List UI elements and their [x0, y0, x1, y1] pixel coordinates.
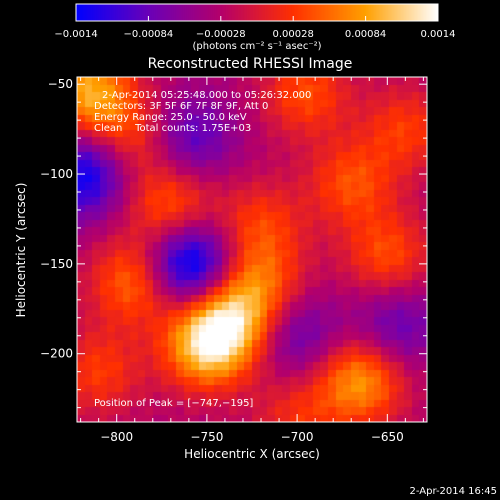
colorbar-tick-label: −0.00028 [196, 29, 246, 40]
axis-ticks: −800 −750 −700 −650 −200 −150 −100 −50 [40, 77, 427, 444]
annotation-detectors: Detectors: 3F 5F 6F 7F 8F 9F, Att 0 [94, 101, 268, 112]
colorbar-gradient [76, 4, 438, 21]
annotation-block: 2-Apr-2014 05:25:48.000 to 05:26:32.000 … [94, 90, 311, 134]
x-axis-label: Heliocentric X (arcsec) [184, 447, 320, 461]
y-axis-label: Heliocentric Y (arcsec) [14, 183, 28, 318]
colorbar-tick-label: 0.00028 [273, 29, 314, 40]
x-tick-label: −750 [190, 430, 223, 444]
y-tick-label: −200 [40, 347, 73, 361]
plot-frame [76, 76, 428, 423]
x-tick-label: −800 [100, 430, 133, 444]
y-tick-label: −50 [48, 77, 73, 91]
colorbar-unit-label: (photons cm⁻² s⁻¹ asec⁻²) [192, 41, 321, 52]
peak-position-label: Position of Peak = [−747,−195] [94, 398, 253, 409]
colorbar-ticks: −0.0014 −0.00084 −0.00028 0.00028 0.00084 0.0… [54, 16, 456, 40]
y-tick-label: −100 [40, 167, 73, 181]
y-tick-label: −150 [40, 257, 73, 271]
colorbar-tick-label: −0.0014 [54, 29, 97, 40]
annotation-time-range: 2-Apr-2014 05:25:48.000 to 05:26:32.000 [102, 90, 311, 101]
annotation-clean-counts: Clean Total counts: 1.75E+03 [94, 123, 251, 134]
colorbar-tick-label: −0.00084 [124, 29, 174, 40]
x-tick-label: −700 [281, 430, 314, 444]
footer-timestamp: 2-Apr-2014 16:45 [410, 486, 497, 497]
colorbar-frame [75, 3, 439, 22]
heatmap-image [77, 77, 427, 422]
x-tick-label: −650 [371, 430, 404, 444]
colorbar-tick-label: 0.00084 [345, 29, 386, 40]
colorbar-tick-label: 0.0014 [421, 29, 456, 40]
chart-title: Reconstructed RHESSI Image [148, 56, 353, 72]
colorbar: −0.0014 −0.00084 −0.00028 0.00028 0.00084 0.0… [54, 3, 456, 52]
annotation-energy-range: Energy Range: 25.0 - 50.0 keV [94, 112, 247, 123]
